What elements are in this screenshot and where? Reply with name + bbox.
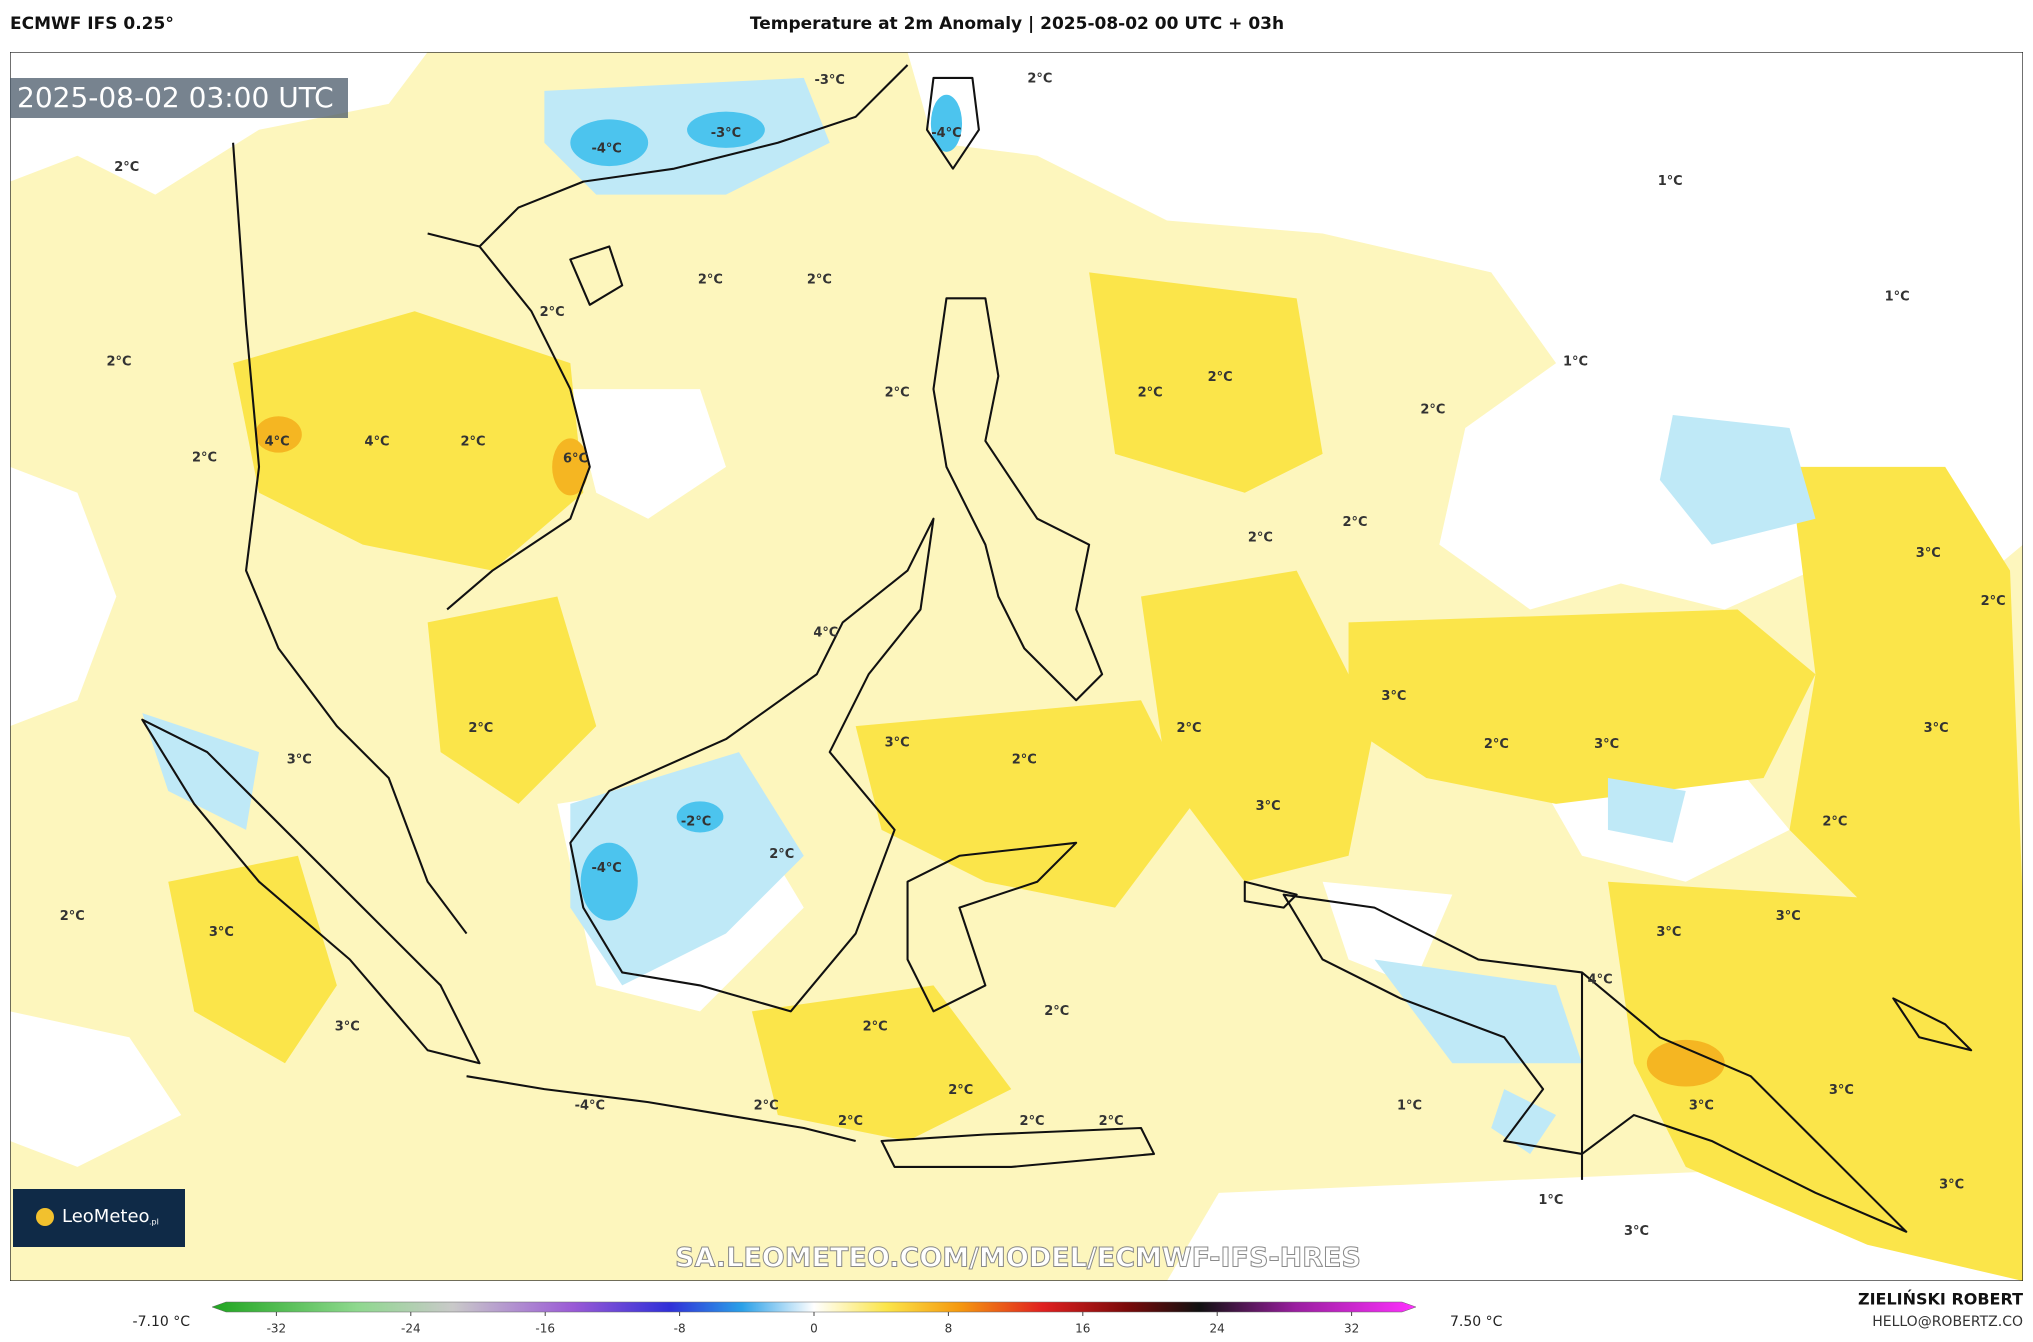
contour-label: 2°C (807, 273, 832, 288)
contour-label: 3°C (209, 925, 234, 940)
contour-label: 3°C (1916, 546, 1941, 561)
timestamp: 2025-08-02 03:00 UTC (17, 81, 334, 114)
watermark: SA.LEOMETEO.COM/MODEL/ECMWF-IFS-HRES (675, 1243, 1361, 1274)
contour-label: 2°C (754, 1098, 779, 1113)
colorbar-tick-label: -32 (267, 1322, 287, 1336)
colorbar-max-label: 7.50 °C (1450, 1314, 1503, 1330)
contour-label: -2°C (681, 815, 711, 830)
contour-label: 2°C (1981, 594, 2006, 609)
colorbar-tick-label: 16 (1075, 1322, 1090, 1336)
contour-label: -4°C (575, 1098, 605, 1113)
contour-label: 2°C (863, 1019, 888, 1034)
colorbar-tick-label: 8 (945, 1322, 953, 1336)
email: HELLO@ROBERTZ.CO (1872, 1314, 2023, 1330)
colorbar-tick-label: 24 (1210, 1322, 1225, 1336)
contour-label: 1°C (1563, 354, 1588, 369)
contour-label: 3°C (335, 1019, 360, 1034)
contour-label: 2°C (540, 305, 565, 320)
colorbar-tick-label: -16 (535, 1322, 555, 1336)
colorbar-min-label: -7.10 °C (133, 1314, 191, 1330)
contour-label: 2°C (1177, 721, 1202, 736)
contour-label: 6°C (563, 452, 588, 467)
contour-label: -4°C (591, 861, 621, 876)
contour-label: -3°C (815, 73, 845, 88)
contour-label: 2°C (192, 450, 217, 465)
contour-label: 1°C (1538, 1193, 1563, 1208)
contour-label: 2°C (1027, 72, 1052, 87)
contour-label: 2°C (461, 435, 486, 450)
colorbar-tick-label: -8 (674, 1322, 686, 1336)
coastlines (141, 64, 1973, 1233)
contour-label: 2°C (948, 1083, 973, 1098)
contour-label: 3°C (1381, 689, 1406, 704)
contour-label: 3°C (287, 752, 312, 767)
contour-label: 3°C (1776, 909, 1801, 924)
contour-label: 2°C (1012, 752, 1037, 767)
colorbar-tick-label: 32 (1344, 1322, 1359, 1336)
contour-label: -4°C (591, 142, 621, 157)
timestamp-box (10, 78, 348, 118)
contour-label: 1°C (1397, 1098, 1422, 1113)
author: ZIELIŃSKI ROBERT (1858, 1290, 2023, 1309)
contour-label: 3°C (885, 735, 910, 750)
logo-sun (36, 1208, 54, 1226)
contour-label: 1°C (1885, 290, 1910, 305)
hot-spots (255, 416, 1725, 1087)
contour-label: 2°C (1020, 1114, 1045, 1129)
contour-label: 4°C (813, 625, 838, 640)
colorbar-bar (211, 1301, 1417, 1313)
model-name: ECMWF IFS 0.25° (10, 14, 174, 34)
contour-label: 2°C (1343, 515, 1368, 530)
logo-brand: LeoMeteo (62, 1206, 150, 1227)
contour-label: 3°C (1939, 1178, 1964, 1193)
contour-label: 2°C (106, 354, 131, 369)
contour-label: 2°C (769, 847, 794, 862)
contour-label: 2°C (698, 273, 723, 288)
contour-label: 3°C (1689, 1098, 1714, 1113)
contour-label: 4°C (1588, 973, 1613, 988)
map-field: -3°C 2°C -4°C -3°C -4°C 2°C 1°C 2°C 2°C 2°C 1°C 2°C… (10, 52, 2023, 1281)
contour-label: 2°C (1044, 1004, 1069, 1019)
warm-regions (168, 272, 2023, 1281)
contour-label: 4°C (265, 435, 290, 450)
contour-label: 3°C (1624, 1224, 1649, 1239)
contour-label: 3°C (1656, 925, 1681, 940)
colorbar-tick-label: -24 (401, 1322, 421, 1336)
contour-label: 3°C (1256, 799, 1281, 814)
contour-label: 2°C (838, 1114, 863, 1129)
colorbar-tick-label: 0 (810, 1322, 818, 1336)
contour-label: 2°C (1208, 370, 1233, 385)
contour-label: 2°C (60, 909, 85, 924)
contour-label: 2°C (1822, 815, 1847, 830)
contour-label: 3°C (1924, 721, 1949, 736)
contour-label: 2°C (468, 721, 493, 736)
contour-label: -4°C (931, 126, 961, 141)
contour-label: 3°C (1829, 1083, 1854, 1098)
colorbar: -32 -24 -16 -8 0 8 16 24 32 (211, 1301, 1417, 1336)
contour-label: 4°C (365, 435, 390, 450)
contour-label: 1°C (1658, 174, 1683, 189)
contour-labels: -3°C 2°C -4°C -3°C -4°C 2°C 1°C 2°C 2°C 2°C 1°C 2°C… (60, 72, 2006, 1240)
map-title: Temperature at 2m Anomaly | 2025-08-02 0… (750, 14, 1284, 34)
contour-label: 2°C (114, 160, 139, 175)
contour-label: 3°C (1594, 737, 1619, 752)
contour-label: 2°C (1420, 402, 1445, 417)
contour-label: 2°C (885, 385, 910, 400)
contour-label: 2°C (1138, 385, 1163, 400)
logo-suffix: .pl (149, 1218, 159, 1227)
map: -3°C 2°C -4°C -3°C -4°C 2°C 1°C 2°C 2°C 2°C 1°C 2°C… (10, 52, 2023, 1281)
contour-label: 2°C (1099, 1114, 1124, 1129)
contour-label: 2°C (1484, 737, 1509, 752)
contour-label: -3°C (711, 126, 741, 141)
contour-label: 2°C (1248, 531, 1273, 546)
cold-spots (570, 94, 963, 921)
